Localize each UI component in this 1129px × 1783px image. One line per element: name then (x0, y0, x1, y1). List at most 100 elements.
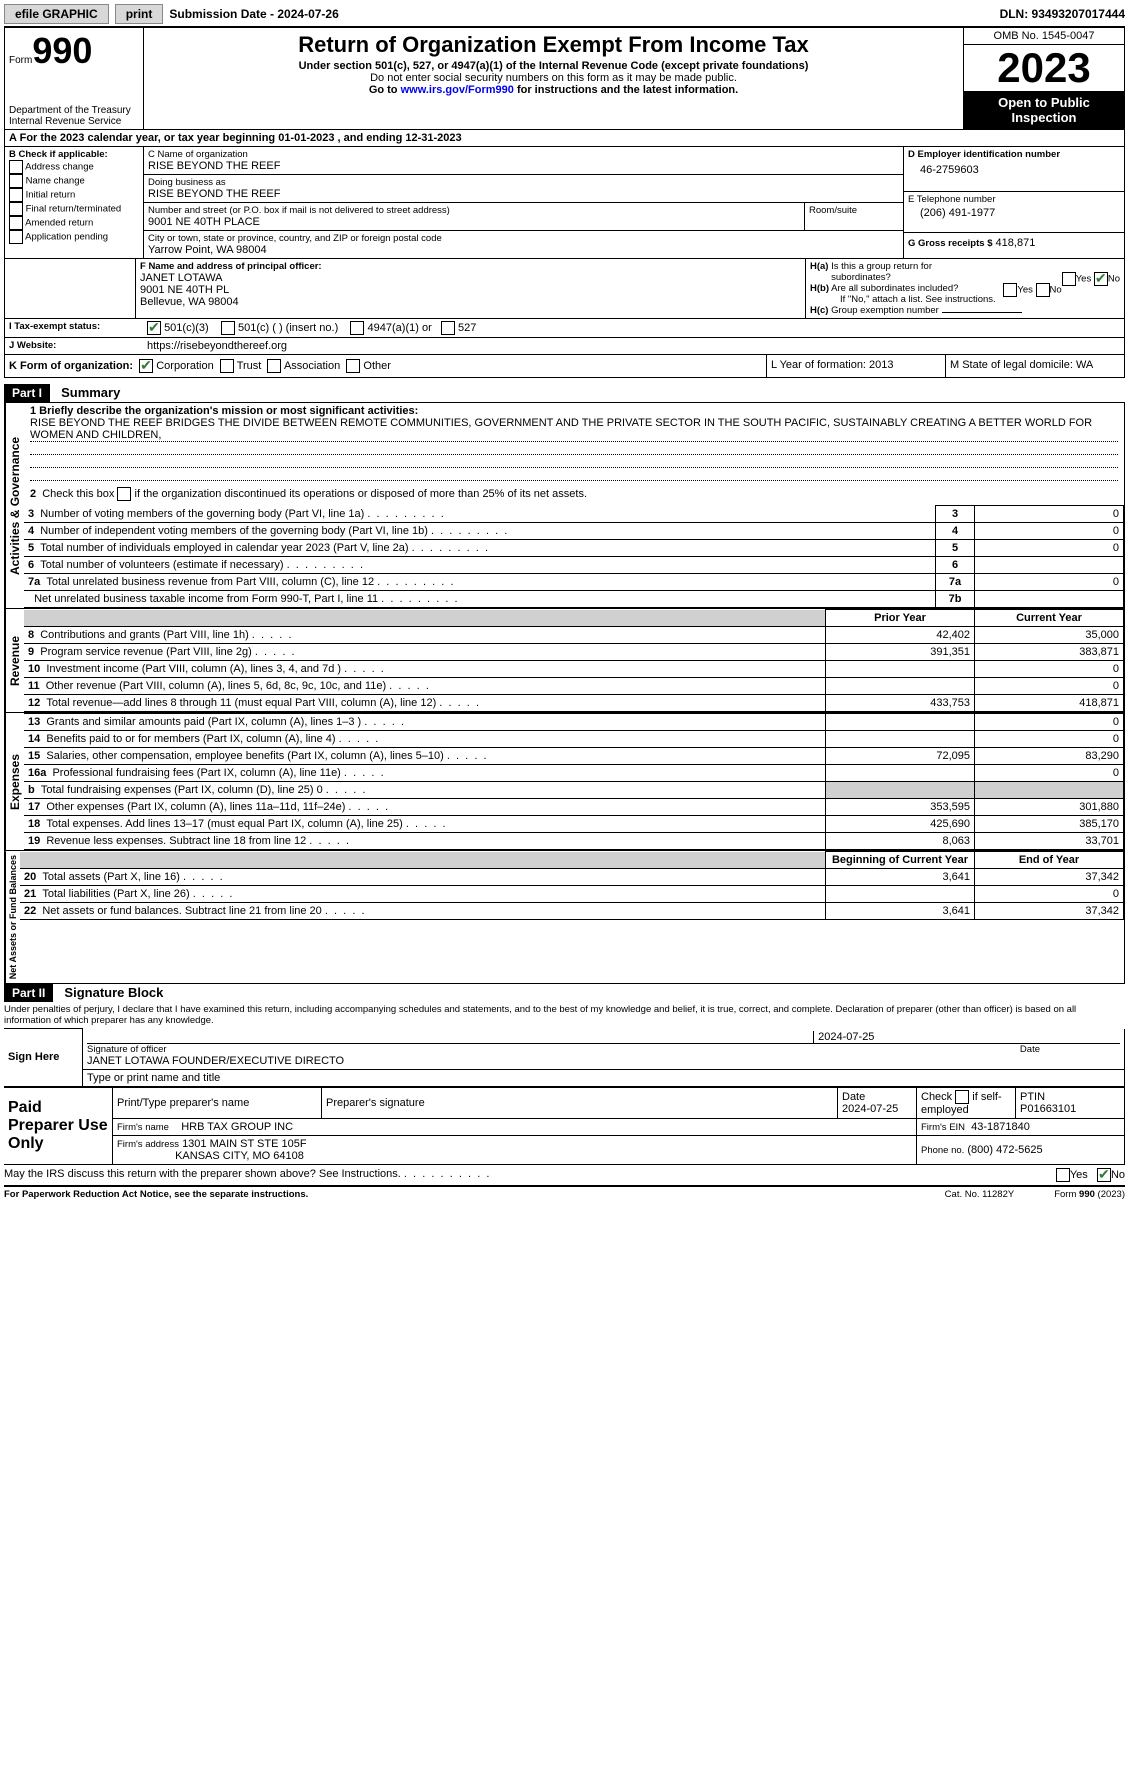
col-prior: Prior Year (826, 610, 975, 627)
q1-label: 1 Briefly describe the organization's mi… (30, 405, 1118, 417)
discuss-yes-checkbox[interactable] (1056, 1168, 1070, 1182)
paid-preparer-label: Paid Preparer Use Only (4, 1087, 113, 1164)
side-activities: Activities & Governance (5, 403, 24, 608)
box-f-label: F Name and address of principal officer: (140, 261, 801, 272)
501c-checkbox[interactable] (221, 321, 235, 335)
h-b-note: If "No," attach a list. See instructions… (810, 294, 1120, 305)
officer-addr2: Bellevue, WA 98004 (140, 296, 801, 308)
form-subtitle-3: Go to www.irs.gov/Form990 for instructio… (150, 84, 957, 96)
part2-bar: Part II (4, 984, 53, 1002)
box-l: L Year of formation: 2013 (766, 355, 945, 377)
gross-receipts: 418,871 (996, 237, 1036, 249)
footer-right: Form 990 (2023) (1054, 1189, 1125, 1200)
part1-bar: Part I (4, 384, 50, 402)
col-current: Current Year (975, 610, 1124, 627)
discuss-no-checkbox[interactable] (1097, 1168, 1111, 1182)
dln: DLN: 93493207017444 (1000, 7, 1125, 21)
box-g-label: G Gross receipts $ (908, 238, 992, 249)
box-b-checkbox[interactable] (9, 230, 23, 244)
col-end: End of Year (975, 852, 1124, 869)
ptin: P01663101 (1020, 1103, 1076, 1115)
box-b-checkbox[interactable] (9, 160, 23, 174)
side-net: Net Assets or Fund Balances (5, 851, 20, 983)
preparer-table: Paid Preparer Use Only Print/Type prepar… (4, 1087, 1125, 1165)
527-checkbox[interactable] (441, 321, 455, 335)
room-label: Room/suite (809, 205, 899, 216)
officer-sig: JANET LOTAWA FOUNDER/EXECUTIVE DIRECTO (87, 1055, 1120, 1067)
side-revenue: Revenue (5, 609, 24, 712)
ein: 46-2759603 (908, 160, 1120, 176)
footer-left: For Paperwork Reduction Act Notice, see … (4, 1189, 308, 1200)
box-b-checkbox[interactable] (9, 216, 23, 230)
line-a: A For the 2023 calendar year, or tax yea… (4, 130, 1125, 147)
efile-button[interactable]: efile GRAPHIC (4, 4, 109, 24)
box-d-label: D Employer identification number (908, 149, 1120, 160)
topbar: efile GRAPHIC print Submission Date - 20… (4, 4, 1125, 24)
part1-title: Summary (53, 385, 120, 400)
street-label: Number and street (or P.O. box if mail i… (148, 205, 800, 216)
tax-year: 2023 (964, 45, 1124, 91)
form-number: Form990 (9, 30, 139, 72)
mission-text: RISE BEYOND THE REEF BRIDGES THE DIVIDE … (30, 417, 1118, 442)
officer-block: F Name and address of principal officer:… (4, 259, 1125, 319)
form-header: Form990 Department of the Treasury Inter… (4, 26, 1125, 130)
box-b-checkbox[interactable] (9, 188, 23, 202)
hb-no-checkbox[interactable] (1036, 283, 1050, 297)
row-klm: K Form of organization: Corporation Trus… (4, 355, 1125, 378)
row-i: I Tax-exempt status: 501(c)(3) 501(c) ( … (4, 319, 1125, 338)
dba-name: RISE BEYOND THE REEF (148, 188, 899, 200)
org-name: RISE BEYOND THE REEF (148, 160, 899, 172)
h-c: H(c) Group exemption number (810, 305, 1120, 316)
assoc-checkbox[interactable] (267, 359, 281, 373)
form-subtitle-1: Under section 501(c), 527, or 4947(a)(1)… (150, 60, 957, 72)
ha-yes-checkbox[interactable] (1062, 272, 1076, 286)
box-e-label: E Telephone number (908, 194, 1120, 205)
firm-addr1: 1301 MAIN ST STE 105F (182, 1138, 307, 1150)
self-employed-checkbox[interactable] (955, 1090, 969, 1104)
form-title: Return of Organization Exempt From Incom… (150, 32, 957, 58)
hb-yes-checkbox[interactable] (1003, 283, 1017, 297)
website: https://risebeyondthereef.org (143, 338, 1124, 354)
discuss-question: May the IRS discuss this return with the… (4, 1168, 1056, 1182)
sig-date: 2024-07-25 (813, 1031, 874, 1043)
ha-no-checkbox[interactable] (1094, 272, 1108, 286)
box-c-name-label: C Name of organization (148, 149, 899, 160)
firm-name: HRB TAX GROUP INC (181, 1121, 293, 1133)
sign-here-label: Sign Here (4, 1029, 83, 1087)
public-inspection: Open to Public Inspection (964, 91, 1124, 129)
box-b-label: B Check if applicable: (9, 149, 139, 160)
footer-mid: Cat. No. 11282Y (945, 1189, 1015, 1200)
firm-phone: (800) 472-5625 (967, 1144, 1042, 1156)
box-b-checkbox[interactable] (9, 174, 23, 188)
part2-title: Signature Block (56, 985, 163, 1000)
corp-checkbox[interactable] (139, 359, 153, 373)
entity-block: B Check if applicable: Address change Na… (4, 147, 1125, 259)
firm-addr2: KANSAS CITY, MO 64108 (175, 1150, 304, 1162)
h-a: H(a) Is this a group return for subordin… (810, 261, 1120, 283)
officer-name: JANET LOTAWA (140, 272, 801, 284)
dba-label: Doing business as (148, 177, 899, 188)
q2: 2 Check this box if the organization dis… (24, 483, 1124, 505)
city: Yarrow Point, WA 98004 (148, 244, 899, 256)
telephone: (206) 491-1977 (908, 205, 1120, 219)
4947-checkbox[interactable] (350, 321, 364, 335)
side-expenses: Expenses (5, 713, 24, 850)
officer-addr1: 9001 NE 40TH PL (140, 284, 801, 296)
firm-ein: 43-1871840 (971, 1121, 1030, 1133)
form-subtitle-2: Do not enter social security numbers on … (150, 72, 957, 84)
box-b-checkbox[interactable] (9, 202, 23, 216)
city-label: City or town, state or province, country… (148, 233, 899, 244)
irs-link[interactable]: www.irs.gov/Form990 (401, 84, 514, 96)
q2-checkbox[interactable] (117, 487, 131, 501)
other-checkbox[interactable] (346, 359, 360, 373)
box-m: M State of legal domicile: WA (945, 355, 1124, 377)
trust-checkbox[interactable] (220, 359, 234, 373)
501c3-checkbox[interactable] (147, 321, 161, 335)
print-button[interactable]: print (115, 4, 164, 24)
omb-number: OMB No. 1545-0047 (964, 28, 1124, 45)
signature-table: Sign Here 2024-07-25 Signature of office… (4, 1028, 1125, 1087)
submission-date: Submission Date - 2024-07-26 (169, 7, 338, 21)
dept-treasury: Department of the Treasury Internal Reve… (9, 105, 139, 127)
col-begin: Beginning of Current Year (826, 852, 975, 869)
perjury-text: Under penalties of perjury, I declare th… (4, 1002, 1125, 1028)
